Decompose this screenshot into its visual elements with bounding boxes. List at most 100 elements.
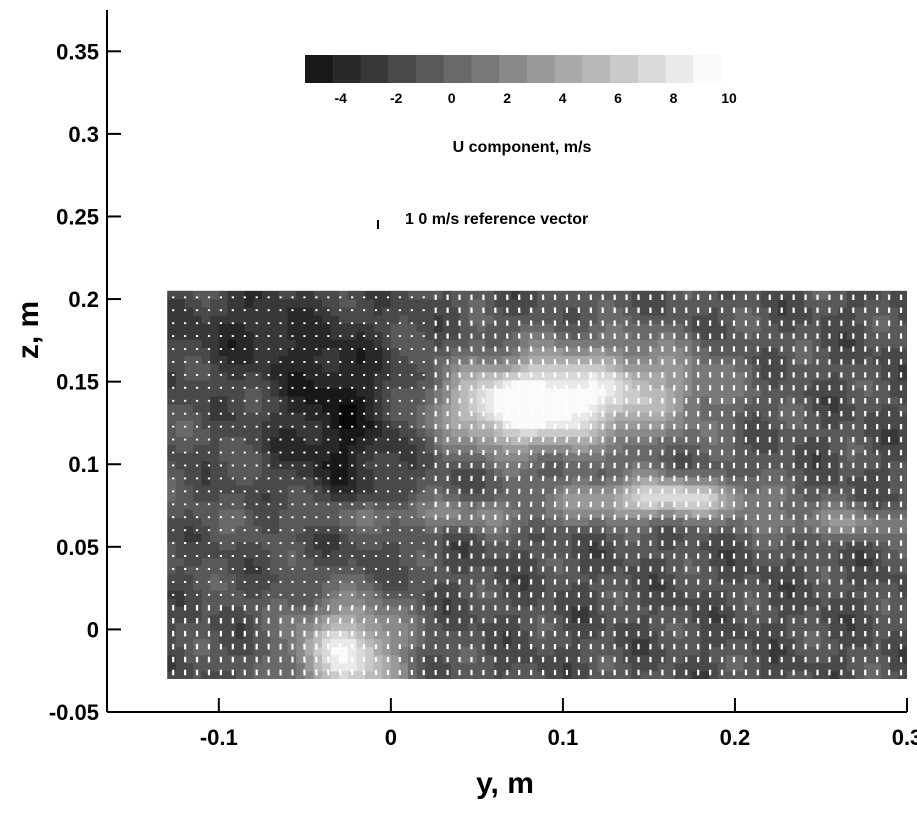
field-cell bbox=[666, 606, 676, 615]
field-cell bbox=[631, 306, 641, 316]
field-cell bbox=[494, 517, 504, 526]
field-cell bbox=[743, 501, 753, 510]
field-cell bbox=[605, 590, 616, 599]
field-cell bbox=[631, 606, 641, 615]
field-cell bbox=[795, 484, 805, 494]
field-cell bbox=[760, 581, 770, 591]
field-cell bbox=[519, 662, 530, 672]
field-cell bbox=[399, 549, 409, 559]
field-cell bbox=[210, 428, 220, 437]
field-cell bbox=[339, 339, 349, 349]
field-cell bbox=[666, 460, 676, 470]
field-cell bbox=[648, 606, 659, 615]
field-cell bbox=[218, 638, 229, 648]
field-cell bbox=[700, 630, 710, 640]
field-cell bbox=[261, 387, 272, 397]
field-cell bbox=[193, 565, 203, 575]
field-cell bbox=[287, 573, 297, 583]
field-cell bbox=[408, 339, 418, 349]
field-cell bbox=[734, 646, 745, 656]
field-cell bbox=[648, 517, 659, 526]
field-cell bbox=[640, 517, 650, 526]
field-cell bbox=[562, 517, 573, 526]
field-cell bbox=[717, 323, 727, 332]
field-cell bbox=[485, 598, 495, 607]
field-cell bbox=[640, 347, 650, 357]
field-cell bbox=[382, 533, 392, 543]
field-cell bbox=[313, 492, 323, 502]
field-cell bbox=[528, 412, 538, 421]
field-cell bbox=[674, 468, 684, 478]
field-cell bbox=[769, 541, 779, 551]
field-cell bbox=[304, 460, 315, 470]
field-cell bbox=[227, 404, 237, 413]
field-cell bbox=[580, 630, 590, 640]
field-cell bbox=[356, 339, 366, 349]
field-cell bbox=[829, 654, 839, 664]
field-cell bbox=[795, 565, 805, 575]
field-cell bbox=[425, 501, 435, 510]
field-cell bbox=[812, 452, 822, 462]
field-cell bbox=[812, 492, 822, 502]
field-cell bbox=[304, 315, 315, 324]
field-cell bbox=[313, 371, 323, 381]
field-cell bbox=[726, 452, 736, 462]
field-cell bbox=[898, 412, 908, 421]
field-cell bbox=[347, 387, 358, 397]
field-cell bbox=[648, 460, 659, 470]
field-cell bbox=[210, 557, 220, 567]
field-cell bbox=[175, 533, 186, 543]
field-cell bbox=[898, 452, 908, 462]
field-cell bbox=[838, 323, 848, 332]
field-cell bbox=[597, 363, 607, 373]
field-cell bbox=[210, 581, 220, 591]
field-cell bbox=[562, 492, 573, 502]
field-cell bbox=[580, 323, 590, 332]
field-cell bbox=[236, 371, 246, 381]
field-cell bbox=[476, 395, 487, 405]
field-cell bbox=[769, 517, 779, 526]
field-cell bbox=[261, 347, 272, 357]
field-cell bbox=[218, 323, 229, 332]
field-cell bbox=[416, 565, 426, 575]
field-cell bbox=[399, 347, 409, 357]
field-cell bbox=[605, 598, 616, 607]
field-cell bbox=[898, 492, 908, 502]
field-cell bbox=[425, 412, 435, 421]
field-cell bbox=[820, 670, 831, 679]
field-cell bbox=[726, 468, 736, 478]
field-cell bbox=[356, 606, 366, 615]
field-cell bbox=[588, 630, 598, 640]
field-cell bbox=[244, 387, 254, 397]
field-cell bbox=[588, 598, 598, 607]
field-cell bbox=[425, 420, 435, 429]
field-cell bbox=[485, 573, 495, 583]
field-cell bbox=[769, 347, 779, 357]
field-cell bbox=[562, 573, 573, 583]
field-cell bbox=[898, 290, 908, 300]
field-cell bbox=[545, 371, 555, 381]
field-cell bbox=[580, 533, 590, 543]
field-cell bbox=[184, 436, 194, 446]
field-cell bbox=[605, 428, 616, 437]
field-cell bbox=[623, 428, 633, 437]
field-cell bbox=[270, 606, 280, 615]
field-cell bbox=[545, 590, 555, 599]
field-cell bbox=[253, 606, 263, 615]
field-cell bbox=[485, 517, 495, 526]
field-cell bbox=[648, 347, 659, 357]
field-cell bbox=[648, 412, 659, 421]
field-cell bbox=[382, 452, 392, 462]
field-cell bbox=[167, 533, 177, 543]
field-cell bbox=[898, 404, 908, 413]
field-cell bbox=[244, 436, 254, 446]
field-cell bbox=[554, 331, 564, 340]
field-cell bbox=[502, 428, 512, 437]
field-cell bbox=[313, 476, 323, 486]
field-cell bbox=[545, 525, 555, 535]
field-cell bbox=[210, 412, 220, 421]
field-cell bbox=[743, 476, 753, 486]
field-cell bbox=[623, 638, 633, 648]
field-cell bbox=[184, 468, 194, 478]
field-cell bbox=[889, 404, 899, 413]
